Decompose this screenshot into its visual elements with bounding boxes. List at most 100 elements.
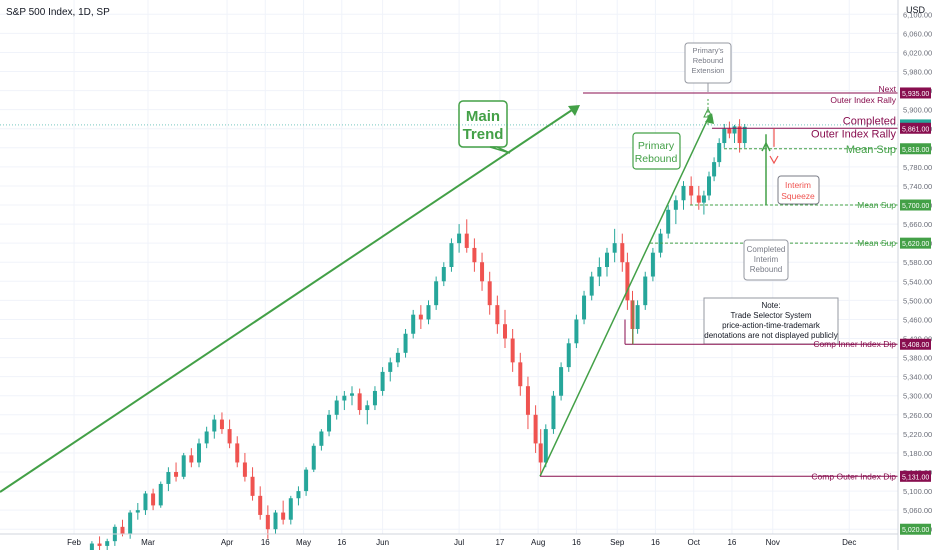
candle-body <box>732 126 737 134</box>
comp-outer-dip-label: Comp Outer Index Dip <box>811 471 896 481</box>
price-tag-label: 5,020.00 <box>902 527 929 534</box>
candle-body <box>582 295 587 320</box>
time-tick-label: 16 <box>261 538 270 547</box>
candle-body <box>727 128 732 134</box>
candle-body <box>635 305 640 329</box>
time-tick-label: Nov <box>766 538 780 547</box>
candle-body <box>480 262 485 282</box>
candle-body <box>643 276 648 306</box>
price-tag-label: 5,131.00 <box>902 474 929 481</box>
candle-body <box>518 362 523 387</box>
candle-body <box>212 419 217 432</box>
candle-body <box>143 493 148 511</box>
candle-body <box>605 252 609 267</box>
candle-body <box>189 455 194 463</box>
candle-body <box>380 371 385 391</box>
price-axis[interactable]: 5,020.005,060.005,100.005,140.005,180.00… <box>897 0 932 550</box>
candle-body <box>311 445 316 470</box>
completed-label: Completed <box>843 115 896 127</box>
candle-body <box>566 343 571 368</box>
rebound-extension-label: Rebound <box>693 56 723 65</box>
candle-body <box>701 195 706 203</box>
candle-body <box>681 185 686 201</box>
candle-body <box>219 419 224 430</box>
rebound-extension-label: Extension <box>692 66 725 75</box>
candle-body <box>105 541 110 546</box>
time-tick-label: Oct <box>687 538 700 547</box>
time-tick-label: Apr <box>221 538 234 547</box>
price-tick-label: 5,460.00 <box>903 315 932 324</box>
rebound-extension-label: Primary's <box>692 46 723 55</box>
price-tick-label: 5,340.00 <box>903 373 932 382</box>
candle-body <box>151 493 156 506</box>
price-tag[interactable] <box>900 338 931 350</box>
primary-rebound-label: Rebound <box>635 153 678 165</box>
main-trend-label: Trend <box>463 126 504 143</box>
price-tag[interactable] <box>900 523 931 535</box>
interim-squeeze-box <box>777 175 820 205</box>
price-tag[interactable] <box>900 237 931 249</box>
candle-body <box>487 281 492 306</box>
main-trend-label: Main <box>466 108 500 125</box>
candle-body <box>350 393 354 396</box>
candle-body <box>319 431 324 446</box>
candle-body <box>503 324 507 339</box>
note-text: Trade Selector System <box>730 311 811 320</box>
candle-body <box>395 352 400 363</box>
candle-body <box>342 395 347 401</box>
candle-body <box>304 469 309 492</box>
candle-body <box>327 414 332 432</box>
primary-rebound-box <box>632 132 681 170</box>
candle-body <box>472 247 477 263</box>
price-tag[interactable] <box>900 122 931 134</box>
candle-body <box>120 526 125 534</box>
price-tag[interactable] <box>900 470 931 482</box>
price-tag[interactable] <box>900 199 931 211</box>
price-tick-label: 5,220.00 <box>903 430 932 439</box>
price-tick-label: 5,100.00 <box>903 487 932 496</box>
price-tag-label: 5,861.00 <box>902 126 929 133</box>
time-tick-label: Aug <box>531 538 545 547</box>
next-label: Next <box>879 84 897 94</box>
candle-body <box>166 472 171 484</box>
price-tick-label: 6,100.00 <box>903 10 932 19</box>
price-tick-label: 5,540.00 <box>903 277 932 286</box>
candle-body <box>365 405 370 411</box>
note-text: Note: <box>761 301 780 310</box>
price-tag[interactable] <box>900 87 931 99</box>
candle-body <box>181 455 186 477</box>
time-tick-label: Jun <box>376 538 389 547</box>
interim-squeeze-arrowhead <box>769 155 779 165</box>
candle-body <box>543 429 548 463</box>
candle-body <box>242 462 247 477</box>
price-tick-label: 5,260.00 <box>903 411 932 420</box>
interim-rebound-label: Interim <box>754 255 779 264</box>
time-tick-label: 16 <box>727 538 736 547</box>
note-box <box>703 297 839 345</box>
candle-body <box>673 200 678 210</box>
time-tick-label: Feb <box>67 538 81 547</box>
time-tick-label: 16 <box>572 538 581 547</box>
candle-body <box>696 195 701 203</box>
candle-body <box>158 483 163 506</box>
price-tick-label: 5,580.00 <box>903 258 932 267</box>
price-tag[interactable] <box>900 143 931 155</box>
candle-body <box>426 305 431 320</box>
main-trend-label-pointer <box>489 146 511 154</box>
candle-body <box>403 333 408 353</box>
time-tick-label: Sep <box>610 538 625 547</box>
currency-label[interactable]: USD <box>906 5 926 15</box>
candle-body <box>625 262 630 301</box>
time-tick-label: May <box>296 538 311 547</box>
rebound-extension-arrowhead <box>703 107 713 118</box>
interim-rebound-arrowhead <box>761 141 771 152</box>
price-tag-label: 5,818.00 <box>902 147 929 154</box>
candle-body <box>712 162 717 177</box>
candle-body <box>250 476 255 496</box>
price-tick-label: 5,900.00 <box>903 106 932 115</box>
time-axis[interactable]: Feb Mar Apr 16 May 16 Jun Jul 17 Aug 16 Sep 16 Oct 16 N… <box>0 533 898 547</box>
candle-body <box>722 128 727 144</box>
candle-body <box>525 386 530 415</box>
candle-body <box>510 338 515 363</box>
